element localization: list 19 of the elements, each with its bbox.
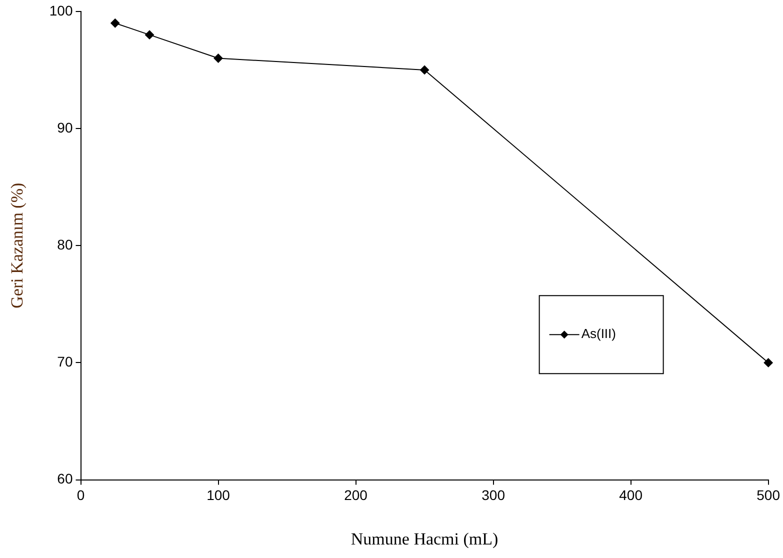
x-tick-label: 200 [344,487,368,504]
y-tick-label: 80 [57,236,73,252]
x-tick-label: 300 [482,487,506,504]
y-tick-label: 100 [49,2,73,18]
point [420,65,430,74]
point [145,30,154,40]
legend-label: As(III) [581,326,616,342]
x-tick-label: 100 [206,487,230,504]
y-tick-label: 60 [57,470,73,487]
y-tick-label: 70 [57,354,73,370]
x-axis-title: Numune Hacmi (mL) [350,529,498,548]
y-tick-label: 90 [57,119,73,136]
x-tick-label: 400 [619,487,643,504]
point [764,358,773,368]
y-axis-title: Geri Kazanım (%) [8,182,27,308]
x-tick-label: 0 [76,487,85,504]
point [214,54,223,63]
x-tick-label: 500 [756,487,780,504]
point [110,18,120,28]
